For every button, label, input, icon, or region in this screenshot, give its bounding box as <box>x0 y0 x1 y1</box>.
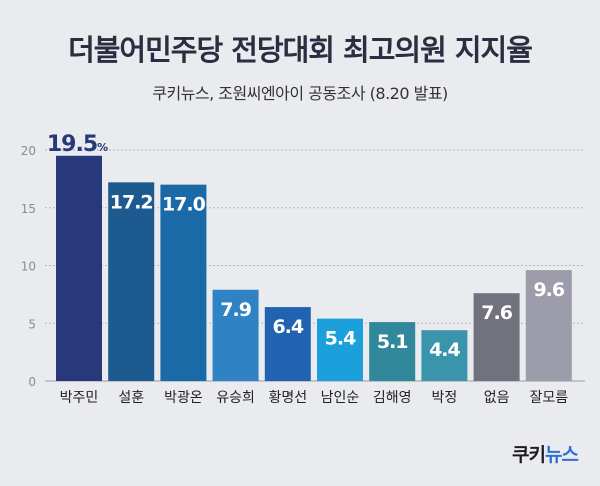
bar-0 <box>56 155 102 381</box>
category-label: 잘모름 <box>529 390 568 406</box>
bar-9 <box>525 270 572 381</box>
category-label: 설훈 <box>118 390 144 406</box>
category-label: 유승희 <box>216 390 255 406</box>
category-label: 남인순 <box>321 390 360 406</box>
category-label: 없음 <box>484 390 510 406</box>
y-tick-label: 20 <box>21 144 36 158</box>
category-label: 박광온 <box>164 390 203 406</box>
value-label: 7.6 <box>481 302 512 324</box>
value-label: 4.4 <box>429 339 460 361</box>
bar-5 <box>317 318 363 381</box>
category-label: 박정 <box>432 390 458 406</box>
y-tick-label: 10 <box>21 260 36 274</box>
bar-4 <box>264 307 311 381</box>
chart-title: 더불어민주당 전당대회 최고의원 지지율 <box>68 33 533 67</box>
value-label: 19.5% <box>47 132 108 157</box>
category-label: 황명선 <box>268 390 307 406</box>
value-label: 17.0 <box>162 194 206 216</box>
bar-6 <box>369 322 416 381</box>
category-label: 김해영 <box>373 390 412 406</box>
value-label: 6.4 <box>272 316 303 338</box>
value-label: 9.6 <box>533 279 564 301</box>
value-label: 7.9 <box>220 299 251 321</box>
logo-text-dark: 쿠키 <box>512 444 546 466</box>
kuki-news-logo: 쿠키뉴스 <box>512 440 579 467</box>
y-tick-label: 0 <box>28 375 36 389</box>
logo-text-blue: 뉴스 <box>544 444 579 466</box>
value-label: 5.4 <box>325 328 356 350</box>
value-label-unit: % <box>97 141 108 154</box>
chart-subtitle: 쿠키뉴스, 조원씨엔아이 공동조사 (8.20 발표) <box>152 84 448 103</box>
bar-3 <box>212 289 259 381</box>
bar-7 <box>421 330 468 381</box>
y-tick-label: 5 <box>28 317 36 331</box>
bar-1 <box>108 182 155 381</box>
value-label: 17.2 <box>110 191 153 213</box>
bar-2 <box>160 184 207 381</box>
bar-8 <box>473 293 520 381</box>
category-label: 박주민 <box>60 390 99 406</box>
value-label: 5.1 <box>377 331 408 353</box>
y-tick-label: 15 <box>21 202 36 216</box>
